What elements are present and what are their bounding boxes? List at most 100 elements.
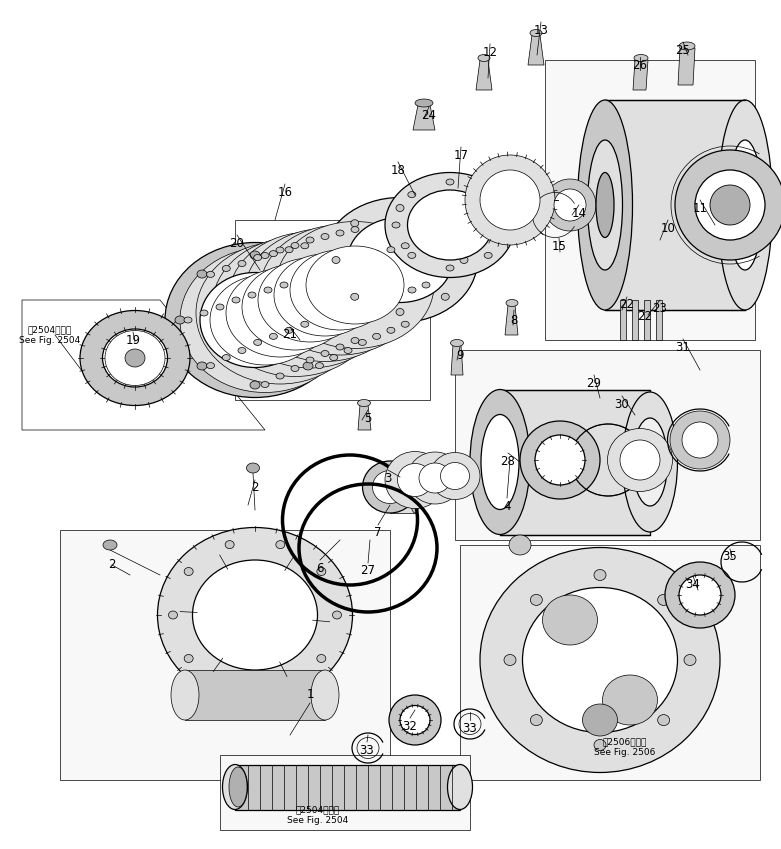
Ellipse shape (441, 220, 449, 227)
Ellipse shape (317, 567, 326, 576)
Ellipse shape (333, 611, 341, 619)
Ellipse shape (543, 595, 597, 645)
Ellipse shape (675, 150, 781, 260)
Ellipse shape (419, 463, 451, 493)
Ellipse shape (587, 140, 622, 270)
Ellipse shape (228, 232, 392, 368)
Ellipse shape (276, 541, 285, 548)
Ellipse shape (351, 293, 358, 301)
Ellipse shape (358, 340, 366, 346)
Ellipse shape (330, 266, 337, 272)
Ellipse shape (620, 440, 660, 480)
Ellipse shape (165, 243, 345, 397)
Ellipse shape (242, 264, 348, 350)
Ellipse shape (583, 704, 618, 736)
Ellipse shape (303, 270, 313, 278)
Ellipse shape (254, 340, 262, 346)
Text: 8: 8 (510, 313, 518, 327)
Ellipse shape (695, 170, 765, 240)
Ellipse shape (321, 233, 329, 239)
Ellipse shape (197, 362, 207, 370)
Ellipse shape (373, 470, 408, 503)
Polygon shape (545, 60, 755, 340)
Text: 28: 28 (501, 454, 515, 468)
Ellipse shape (316, 363, 323, 368)
Ellipse shape (530, 30, 542, 37)
Polygon shape (505, 305, 518, 335)
Ellipse shape (544, 179, 596, 231)
Ellipse shape (321, 351, 329, 357)
Ellipse shape (351, 227, 359, 233)
Ellipse shape (175, 316, 185, 324)
Polygon shape (390, 461, 415, 513)
Polygon shape (358, 405, 371, 430)
Ellipse shape (480, 548, 720, 773)
Text: 31: 31 (676, 340, 690, 353)
Ellipse shape (158, 527, 352, 702)
Ellipse shape (484, 192, 492, 198)
Text: 34: 34 (686, 577, 701, 591)
Text: 11: 11 (693, 201, 708, 215)
Ellipse shape (594, 739, 606, 751)
Polygon shape (620, 300, 626, 340)
Ellipse shape (484, 252, 492, 258)
Text: 7: 7 (374, 526, 382, 539)
Ellipse shape (269, 250, 277, 256)
Text: 2: 2 (251, 481, 259, 493)
Ellipse shape (336, 230, 344, 236)
Polygon shape (185, 670, 325, 720)
Ellipse shape (171, 670, 199, 720)
Polygon shape (500, 390, 650, 535)
Text: 4: 4 (503, 499, 511, 513)
Ellipse shape (530, 594, 542, 605)
Ellipse shape (344, 347, 352, 353)
Polygon shape (633, 60, 648, 90)
Ellipse shape (216, 304, 224, 310)
Ellipse shape (80, 311, 190, 406)
Ellipse shape (401, 321, 409, 327)
Ellipse shape (577, 100, 633, 310)
Ellipse shape (385, 172, 515, 278)
Ellipse shape (430, 453, 480, 499)
Polygon shape (451, 345, 463, 375)
Ellipse shape (408, 252, 415, 258)
Text: 35: 35 (722, 550, 737, 564)
Ellipse shape (682, 422, 718, 458)
Ellipse shape (409, 461, 421, 513)
Text: 第2504図参照
See Fig. 2504: 第2504図参照 See Fig. 2504 (20, 325, 80, 345)
Ellipse shape (244, 228, 406, 362)
Ellipse shape (250, 251, 260, 259)
Ellipse shape (276, 373, 284, 379)
Polygon shape (413, 105, 435, 130)
Ellipse shape (634, 54, 648, 61)
Ellipse shape (311, 670, 339, 720)
Polygon shape (656, 300, 662, 340)
Ellipse shape (408, 287, 416, 293)
Ellipse shape (422, 282, 430, 288)
Ellipse shape (622, 392, 677, 532)
Polygon shape (476, 60, 492, 90)
Ellipse shape (718, 100, 772, 310)
Ellipse shape (522, 588, 677, 733)
Ellipse shape (633, 418, 668, 506)
Ellipse shape (232, 297, 240, 303)
Ellipse shape (727, 140, 762, 270)
Ellipse shape (285, 328, 293, 334)
Ellipse shape (684, 655, 696, 666)
Ellipse shape (338, 317, 346, 323)
Polygon shape (632, 300, 638, 340)
Ellipse shape (392, 222, 400, 228)
Text: 33: 33 (462, 722, 477, 734)
Ellipse shape (504, 655, 516, 666)
Ellipse shape (200, 310, 208, 316)
Ellipse shape (470, 390, 530, 535)
Ellipse shape (478, 54, 490, 61)
Ellipse shape (276, 682, 285, 689)
Ellipse shape (530, 715, 542, 726)
Ellipse shape (303, 362, 313, 370)
Text: 30: 30 (615, 397, 629, 411)
Text: 29: 29 (587, 376, 601, 390)
Ellipse shape (460, 256, 468, 263)
Polygon shape (220, 755, 470, 830)
Ellipse shape (358, 255, 366, 261)
